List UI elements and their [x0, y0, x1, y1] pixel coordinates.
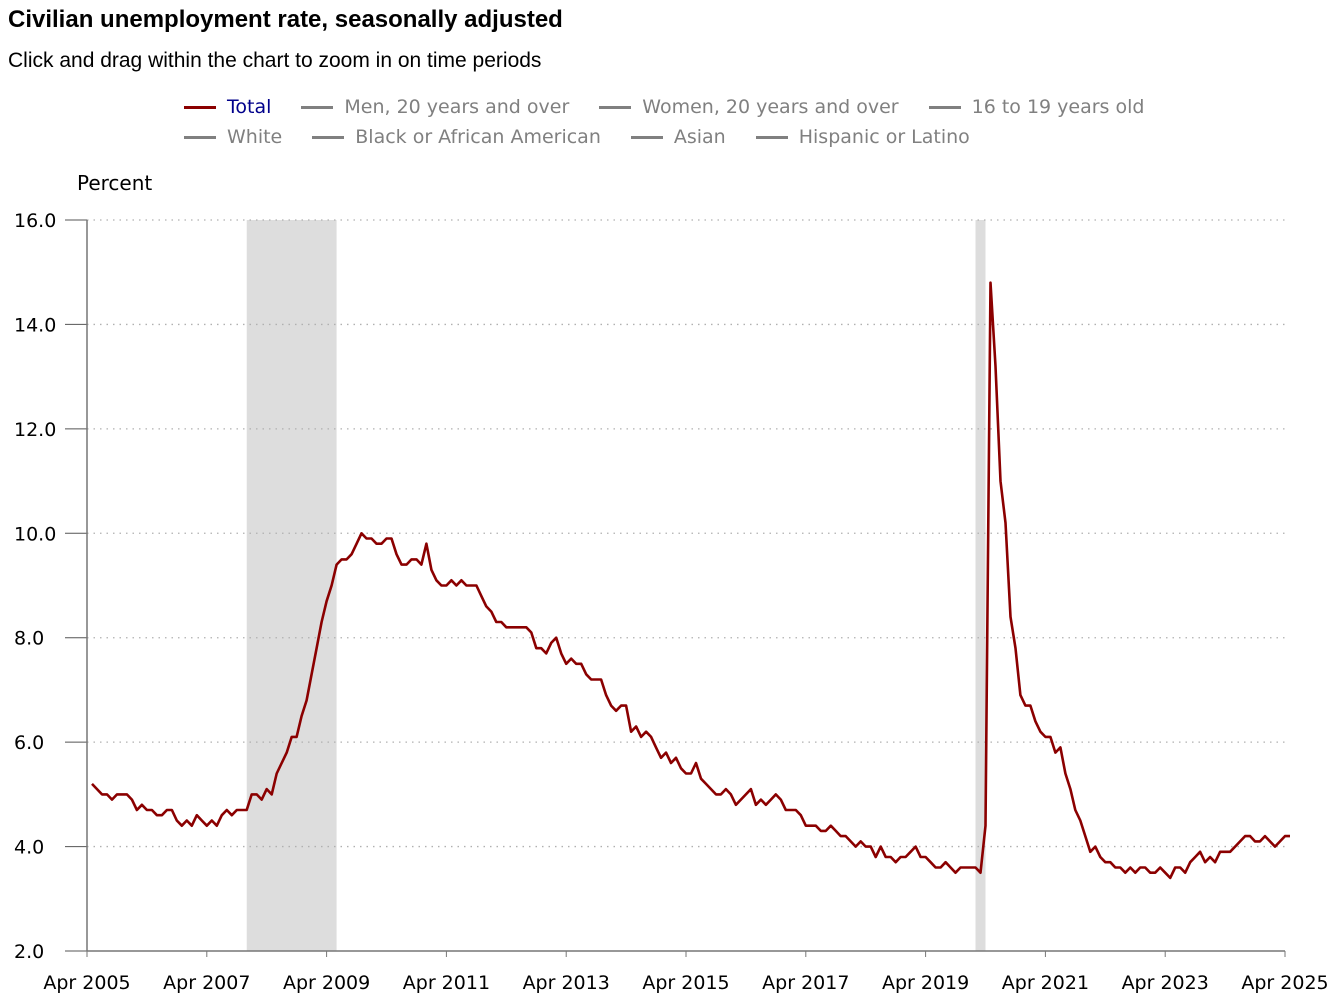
- recession-band: [246, 220, 337, 951]
- y-tick-label: 8.0: [14, 628, 44, 650]
- legend-item-asian[interactable]: Asian: [630, 126, 726, 148]
- legend-swatch: [928, 105, 961, 109]
- x-tick-label: Apr 2007: [163, 972, 250, 994]
- x-tick-label: Apr 2025: [1241, 972, 1328, 994]
- y-tick-label: 2.0: [14, 941, 44, 963]
- legend-label: Total: [227, 96, 272, 118]
- y-tick-label: 10.0: [14, 523, 56, 545]
- legend-swatch: [312, 135, 345, 139]
- legend-swatch: [755, 135, 788, 139]
- y-tick-label: 14.0: [14, 314, 56, 336]
- legend-label: Asian: [673, 126, 726, 148]
- legend-swatch: [630, 135, 663, 139]
- series-line-total[interactable]: [91, 281, 1290, 880]
- chart-title: Civilian unemployment rate, seasonally a…: [8, 6, 563, 33]
- legend-swatch: [184, 105, 216, 109]
- legend-swatch: [599, 105, 632, 109]
- legend-item-women-20-over[interactable]: Women, 20 years and over: [599, 96, 899, 118]
- x-tick-label: Apr 2011: [403, 972, 490, 994]
- legend-row-1: Total Men, 20 years and over Women, 20 y…: [184, 92, 1284, 122]
- x-tick-label: Apr 2021: [1002, 972, 1089, 994]
- x-tick-label: Apr 2015: [642, 972, 729, 994]
- legend-item-white[interactable]: White: [184, 126, 282, 148]
- chart-subtitle: Click and drag within the chart to zoom …: [8, 49, 542, 72]
- x-tick-label: Apr 2013: [523, 972, 610, 994]
- legend-swatch: [184, 135, 216, 139]
- legend-item-total[interactable]: Total: [184, 96, 271, 118]
- x-tick-label: Apr 2005: [43, 972, 130, 994]
- legend-label: Hispanic or Latino: [798, 126, 970, 148]
- recession-band: [975, 220, 986, 951]
- y-tick-label: 12.0: [14, 419, 56, 441]
- legend-item-men-20-over[interactable]: Men, 20 years and over: [301, 96, 569, 118]
- x-tick-label: Apr 2019: [882, 972, 969, 994]
- y-tick-label: 4.0: [14, 837, 44, 859]
- legend-label: White: [227, 126, 283, 148]
- legend: Total Men, 20 years and over Women, 20 y…: [184, 92, 1284, 152]
- legend-label: Women, 20 years and over: [642, 96, 899, 118]
- legend-item-16-to-19[interactable]: 16 to 19 years old: [928, 96, 1145, 118]
- x-tick-label: Apr 2009: [283, 972, 370, 994]
- legend-label: Black or African American: [355, 126, 601, 148]
- legend-swatch: [301, 105, 334, 109]
- line-chart[interactable]: 2.0 4.0 6.0 8.0 10.0 12.0 14.0 16.0 Percent Apr 2…: [0, 160, 1335, 1001]
- legend-item-black[interactable]: Black or African American: [312, 126, 601, 148]
- legend-label: Men, 20 years and over: [344, 96, 570, 118]
- y-tick-label: 6.0: [14, 732, 44, 754]
- x-tick-label: Apr 2023: [1122, 972, 1209, 994]
- y-tick-label: 16.0: [14, 210, 56, 232]
- legend-row-2: White Black or African American Asian Hi…: [184, 122, 1284, 152]
- legend-label: 16 to 19 years old: [971, 96, 1145, 118]
- legend-item-hispanic[interactable]: Hispanic or Latino: [755, 126, 970, 148]
- x-tick-label: Apr 2017: [762, 972, 849, 994]
- y-axis-label: Percent: [77, 171, 152, 195]
